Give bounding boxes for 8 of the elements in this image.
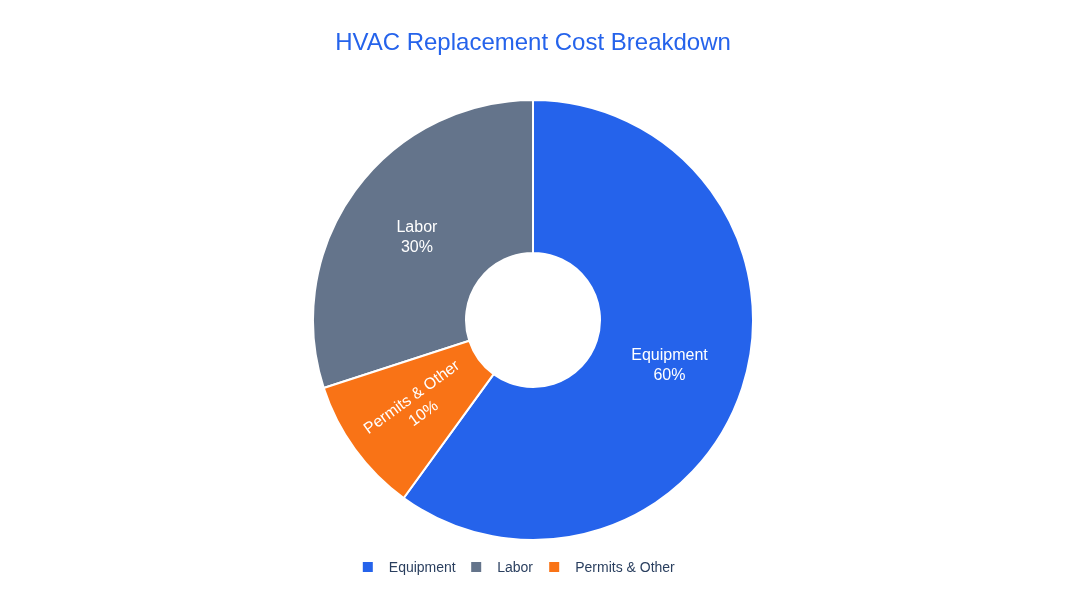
slice-label: Equipment [631, 346, 709, 364]
chart-title: HVAC Replacement Cost Breakdown [335, 28, 731, 55]
legend-label: Permits & Other [575, 559, 676, 575]
data-label: 30% [400, 237, 433, 255]
legend-label: Equipment [388, 559, 456, 575]
data-label: 60% [653, 366, 686, 384]
slice-label: Labor [396, 217, 439, 235]
legend-label: Labor [497, 559, 534, 575]
